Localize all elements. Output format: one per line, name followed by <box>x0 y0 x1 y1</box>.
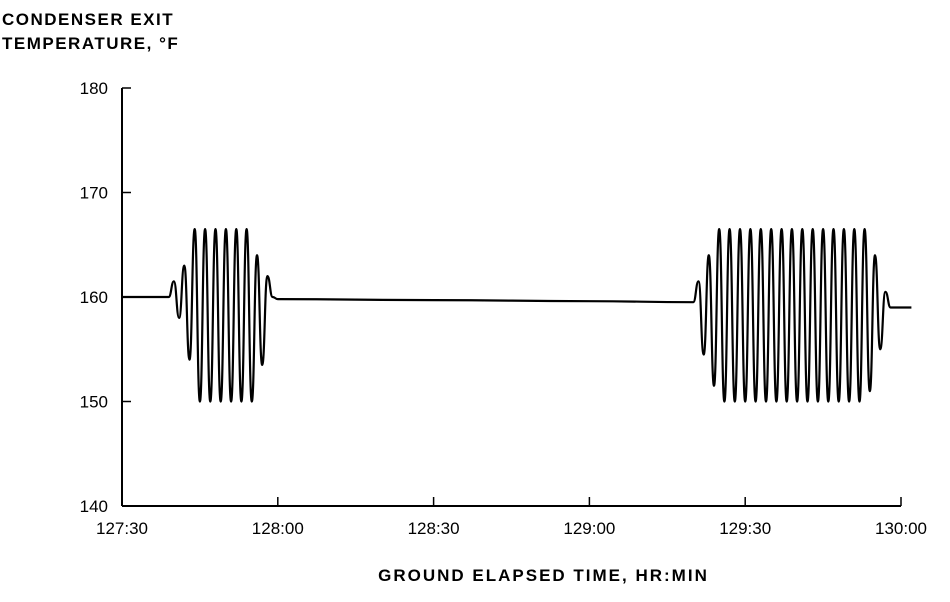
x-tick-label: 129:00 <box>563 519 615 538</box>
y-axis-title-line-1: CONDENSER EXIT <box>2 10 175 29</box>
x-tick-label: 128:30 <box>408 519 460 538</box>
series-line <box>122 228 912 403</box>
y-tick-label: 150 <box>80 393 108 412</box>
x-tick-label: 127:30 <box>96 519 148 538</box>
x-axis-title: GROUND ELAPSED TIME, HR:MIN <box>378 566 709 585</box>
x-tick-label: 130:00 <box>875 519 927 538</box>
y-tick-label: 140 <box>80 497 108 516</box>
y-axis-title: CONDENSER EXIT TEMPERATURE, °F <box>2 8 179 56</box>
y-axis-title-line-2: TEMPERATURE, °F <box>2 34 180 53</box>
x-tick-label: 129:30 <box>719 519 771 538</box>
y-tick-label: 160 <box>80 288 108 307</box>
y-tick-label: 180 <box>80 79 108 98</box>
y-tick-label: 170 <box>80 184 108 203</box>
x-tick-label: 128:00 <box>252 519 304 538</box>
